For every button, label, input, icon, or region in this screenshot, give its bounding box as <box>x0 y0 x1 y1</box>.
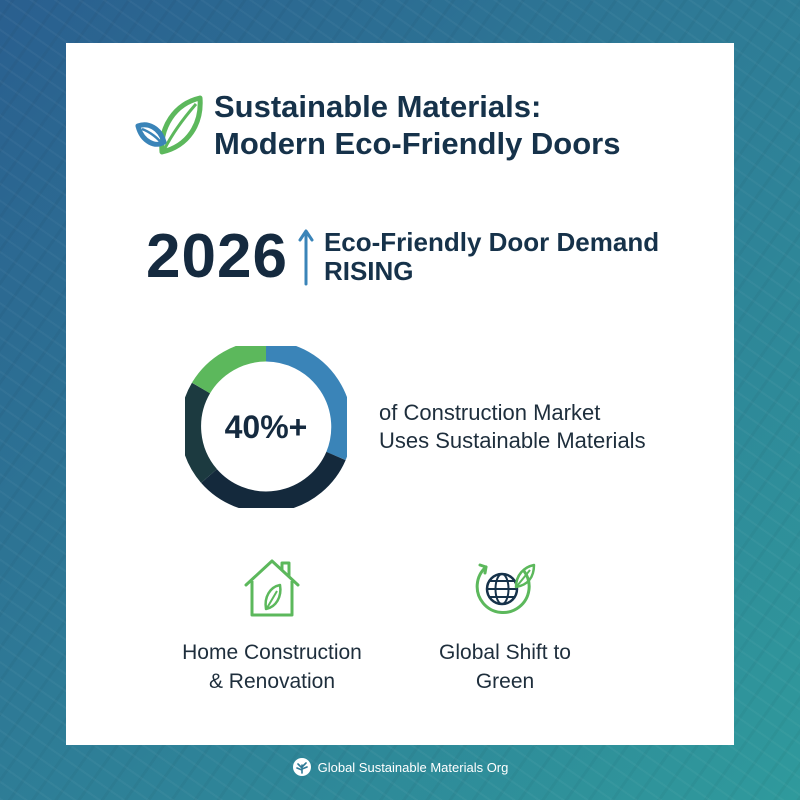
stat-line-1: Eco-Friendly Door Demand <box>323 226 660 257</box>
title-line-2: Modern Eco-Friendly Doors <box>214 126 621 161</box>
stat-year: 2026 <box>146 222 288 291</box>
page-title: Sustainable Materials: Modern Eco-Friend… <box>214 88 620 162</box>
arrow-up-icon <box>298 229 314 285</box>
feature-global-shift: Global Shift to Green <box>400 557 610 696</box>
market-description: of Construction Market Uses Sustainable … <box>379 399 646 455</box>
feature-home-line-2: & Renovation <box>208 670 336 693</box>
infographic-card: Sustainable Materials: Modern Eco-Friend… <box>66 43 734 745</box>
donut-segment-dark-teal <box>185 382 218 483</box>
tree-logo-icon <box>292 758 311 776</box>
feature-home-line-1: Home Construction <box>182 641 362 664</box>
feature-home-text: Home Construction & Renovation <box>167 638 377 696</box>
market-share-donut: 40%+ <box>185 346 347 508</box>
leaf-icon <box>135 95 203 155</box>
market-line-2: Uses Sustainable Materials <box>379 428 646 453</box>
market-line-1: of Construction Market <box>379 400 601 425</box>
feature-global-text: Global Shift to Green <box>400 638 610 696</box>
feature-home-construction: Home Construction & Renovation <box>167 557 377 696</box>
globe-leaf-icon <box>475 563 536 615</box>
feature-global-line-1: Global Shift to <box>439 641 571 664</box>
stat-line-2: RISING <box>323 255 414 286</box>
title-line-1: Sustainable Materials: <box>214 89 542 124</box>
share-label: 40%+ <box>224 408 308 445</box>
demand-stat: 2026 Eco-Friendly Door Demand RISING <box>146 221 659 292</box>
donut-segment-green <box>191 346 267 394</box>
header: Sustainable Materials: Modern Eco-Friend… <box>134 88 620 162</box>
footer: Global Sustainable Materials Org <box>0 757 800 777</box>
house-leaf-icon <box>244 559 300 617</box>
feature-global-line-2: Green <box>475 670 535 693</box>
donut-segment-navy <box>201 451 346 508</box>
footer-org-name: Global Sustainable Materials Org <box>317 759 509 775</box>
donut-segment-blue <box>265 346 347 460</box>
stat-description: Eco-Friendly Door Demand RISING <box>323 226 660 286</box>
